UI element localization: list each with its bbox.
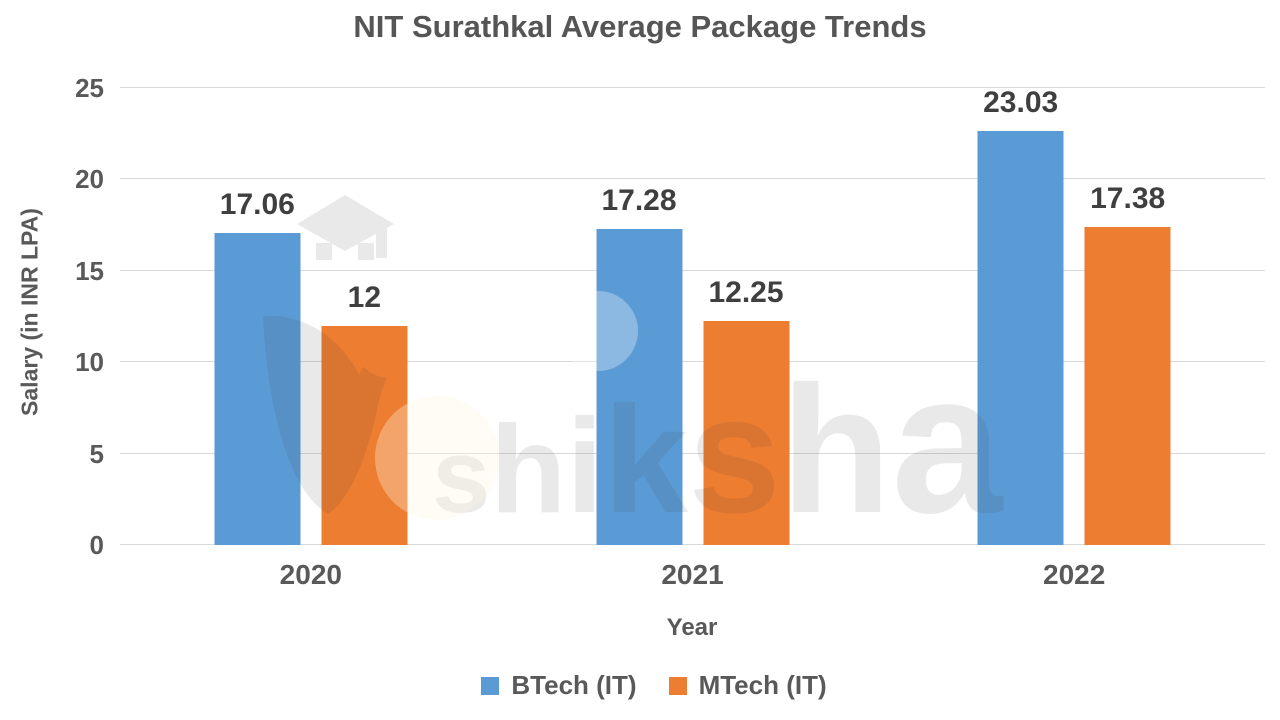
bar-column-BTech (IT)-2022: 23.03 — [977, 86, 1064, 545]
legend-item-BTech (IT): BTech (IT) — [481, 670, 637, 701]
y-tick-label-25: 25 — [75, 73, 104, 103]
legend-swatch-BTech (IT) — [481, 676, 500, 695]
bar-MTech (IT)-2020 — [321, 325, 408, 545]
y-tick-label-5: 5 — [89, 438, 104, 469]
legend-label-MTech (IT): MTech (IT) — [698, 670, 827, 700]
bar-column-MTech (IT)-2022: 17.38 — [1084, 88, 1171, 545]
bar-MTech (IT)-2022 — [1084, 227, 1171, 545]
bar-column-BTech (IT)-2021: 17.28 — [596, 88, 682, 545]
x-tick-label-2021: 2021 — [661, 559, 724, 590]
gridline-25 — [120, 87, 1265, 88]
y-axis-title: Salary (in INR LPA) — [16, 208, 43, 416]
bar-BTech (IT)-2022 — [977, 131, 1064, 545]
data-label-BTech (IT)-2022: 23.03 — [983, 86, 1059, 119]
bar-column-BTech (IT)-2020: 17.06 — [214, 88, 301, 545]
bar-MTech (IT)-2021 — [703, 321, 789, 545]
legend-item-MTech (IT): MTech (IT) — [668, 670, 827, 701]
bar-BTech (IT)-2020 — [214, 233, 301, 545]
data-label-BTech (IT)-2020: 17.06 — [219, 188, 295, 222]
y-tick-label-0: 0 — [89, 530, 104, 560]
data-label-MTech (IT)-2021: 12.25 — [708, 276, 784, 310]
legend-label-BTech (IT): BTech (IT) — [511, 670, 637, 700]
bar-group-2021: 17.28 12.25 — [596, 88, 789, 545]
bar-column-MTech (IT)-2020: 12 — [321, 88, 408, 545]
x-axis-title: Year — [666, 614, 718, 641]
bar-BTech (IT)-2021 — [596, 229, 682, 545]
gridline-0 — [120, 544, 1265, 545]
data-label-BTech (IT)-2021: 17.28 — [601, 184, 677, 218]
data-label-MTech (IT)-2020: 12 — [347, 280, 382, 314]
bar-column-MTech (IT)-2021: 12.25 — [703, 88, 789, 545]
legend-swatch-MTech (IT) — [668, 676, 687, 695]
gridline-10 — [120, 361, 1265, 363]
gridline-5 — [120, 452, 1265, 454]
legend: BTech (IT) MTech (IT) — [14, 670, 1280, 701]
gridline-15 — [120, 269, 1265, 271]
y-tick-label-15: 15 — [75, 255, 104, 286]
chart-title: NIT Surathkal Average Package Trends — [353, 9, 927, 44]
bar-group-2020: 17.06 12 — [214, 88, 408, 545]
bar-group-2022: 23.03 17.38 — [977, 86, 1171, 545]
y-tick-label-10: 10 — [75, 347, 104, 378]
x-tick-label-2022: 2022 — [1043, 559, 1106, 590]
gridline-20 — [120, 178, 1265, 180]
plot-area: 0 5 10 15 20 25 17.06 12 2020 17.28 12.25 2021 23.03… — [75, 75, 1265, 589]
y-tick-label-20: 20 — [75, 164, 104, 195]
x-tick-label-2020: 2020 — [279, 559, 342, 590]
data-label-MTech (IT)-2022: 17.38 — [1090, 182, 1166, 216]
